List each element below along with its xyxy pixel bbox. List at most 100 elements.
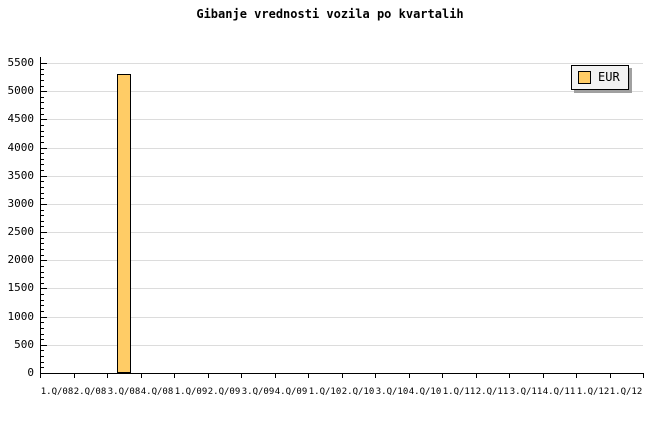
y-tick-minor xyxy=(41,334,44,335)
y-tick-minor xyxy=(41,159,44,160)
y-tick-minor xyxy=(41,142,44,143)
y-tick-major xyxy=(41,204,47,205)
y-tick-minor xyxy=(41,272,44,273)
y-tick-minor xyxy=(41,193,44,194)
y-tick-minor xyxy=(41,266,44,267)
x-tick xyxy=(74,374,75,378)
y-axis-label: 3500 xyxy=(7,169,35,182)
y-tick-major xyxy=(41,176,47,177)
y-axis-label: 500 xyxy=(14,338,34,351)
y-tick-minor xyxy=(41,80,44,81)
y-axis-label: 4500 xyxy=(7,112,35,125)
y-tick-minor xyxy=(41,114,44,115)
x-axis-label: 3.Q/10 xyxy=(375,387,409,397)
gridline xyxy=(41,317,643,318)
y-tick-minor xyxy=(41,300,44,301)
x-axis-label: 2.Q/11 xyxy=(475,387,509,397)
y-axis xyxy=(40,57,41,374)
y-axis-label: 5000 xyxy=(7,84,35,97)
y-axis-label: 1000 xyxy=(7,310,35,323)
x-tick xyxy=(107,374,108,378)
y-tick-minor xyxy=(41,350,44,351)
x-tick xyxy=(576,374,577,378)
y-tick-major xyxy=(41,345,47,346)
y-tick-minor xyxy=(41,131,44,132)
x-tick xyxy=(375,374,376,378)
y-tick-minor xyxy=(41,362,44,363)
y-tick-major xyxy=(41,373,47,374)
gridline xyxy=(41,204,643,205)
y-tick-major xyxy=(41,91,47,92)
gridline xyxy=(41,232,643,233)
x-axis-label: 2.Q/10 xyxy=(341,387,375,397)
y-axis-label: 4000 xyxy=(7,141,35,154)
x-axis-label: 1.Q/12 xyxy=(576,387,610,397)
x-axis-label: 3.Q/09 xyxy=(241,387,275,397)
y-tick-minor xyxy=(41,181,44,182)
y-tick-minor xyxy=(41,69,44,70)
legend-swatch-eur-icon xyxy=(578,71,591,84)
y-tick-minor xyxy=(41,238,44,239)
x-tick xyxy=(40,374,41,378)
y-tick-minor xyxy=(41,294,44,295)
y-tick-minor xyxy=(41,102,44,103)
y-axis-label: 0 xyxy=(27,366,34,379)
y-tick-minor xyxy=(41,255,44,256)
gridline xyxy=(41,63,643,64)
y-tick-minor xyxy=(41,328,44,329)
gridline xyxy=(41,345,643,346)
y-tick-minor xyxy=(41,153,44,154)
x-axis-label: 3.Q/08 xyxy=(107,387,141,397)
y-tick-minor xyxy=(41,136,44,137)
x-axis-label: 1.Q/11 xyxy=(442,387,476,397)
bar-eur-3.Q/08 xyxy=(117,74,131,373)
x-axis-label: 4.Q/10 xyxy=(408,387,442,397)
x-tick xyxy=(442,374,443,378)
x-tick xyxy=(308,374,309,378)
y-tick-minor xyxy=(41,283,44,284)
x-axis-label: 2.Q/09 xyxy=(207,387,241,397)
y-tick-minor xyxy=(41,243,44,244)
x-tick xyxy=(174,374,175,378)
y-tick-minor xyxy=(41,74,44,75)
x-axis-label: 4.Q/08 xyxy=(140,387,174,397)
y-tick-minor xyxy=(41,221,44,222)
y-tick-minor xyxy=(41,97,44,98)
y-tick-major xyxy=(41,63,47,64)
y-tick-minor xyxy=(41,198,44,199)
x-axis-label: 4.Q/11 xyxy=(542,387,576,397)
gridline xyxy=(41,260,643,261)
y-axis-label: 2000 xyxy=(7,253,35,266)
x-tick xyxy=(241,374,242,378)
y-axis-label: 3000 xyxy=(7,197,35,210)
x-tick xyxy=(543,374,544,378)
x-axis-label: 1.Q/10 xyxy=(308,387,342,397)
y-tick-minor xyxy=(41,170,44,171)
x-tick xyxy=(275,374,276,378)
x-tick xyxy=(208,374,209,378)
y-tick-major xyxy=(41,119,47,120)
y-axis-label: 2500 xyxy=(7,225,35,238)
y-tick-minor xyxy=(41,305,44,306)
y-tick-minor xyxy=(41,86,44,87)
y-tick-minor xyxy=(41,210,44,211)
y-tick-minor xyxy=(41,249,44,250)
x-tick xyxy=(409,374,410,378)
x-axis-label: 3.Q/11 xyxy=(509,387,543,397)
gridline xyxy=(41,119,643,120)
x-axis-label: 1.Q/09 xyxy=(174,387,208,397)
x-tick xyxy=(509,374,510,378)
x-axis-label: 1.Q/08 xyxy=(40,387,74,397)
y-tick-major xyxy=(41,317,47,318)
y-tick-major xyxy=(41,260,47,261)
gridline xyxy=(41,288,643,289)
legend-label: EUR xyxy=(598,70,620,84)
y-tick-minor xyxy=(41,322,44,323)
y-tick-major xyxy=(41,288,47,289)
x-tick xyxy=(476,374,477,378)
x-tick xyxy=(610,374,611,378)
x-axis-label: 4.Q/09 xyxy=(274,387,308,397)
x-tick xyxy=(342,374,343,378)
y-axis-label: 5500 xyxy=(7,56,35,69)
